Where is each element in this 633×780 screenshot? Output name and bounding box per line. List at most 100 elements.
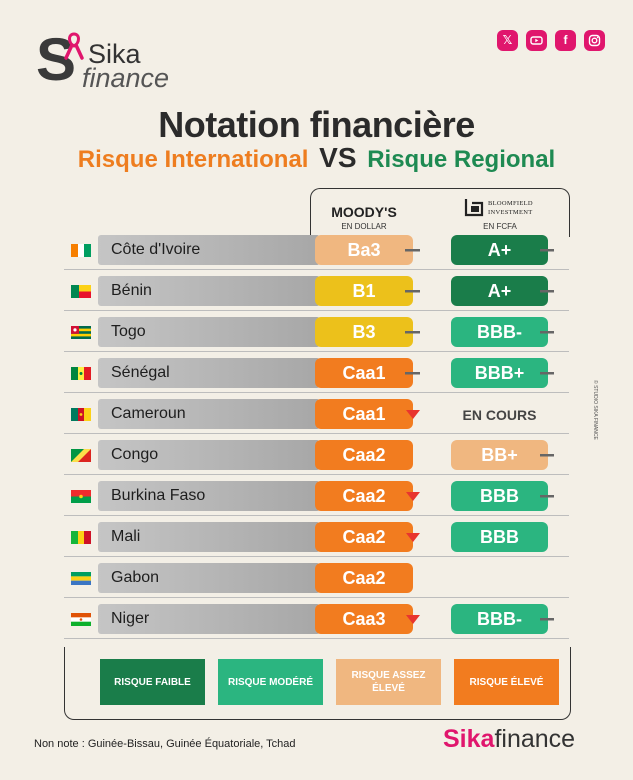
country-name-senegal: Sénégal — [111, 364, 170, 381]
flag-cm-icon — [71, 408, 91, 421]
subtitle-regional: Risque Regional — [367, 146, 556, 173]
country-bar-cameroun — [98, 399, 320, 429]
logo-line1: Sika — [88, 39, 141, 69]
moodys-rating-cote-d-ivoire: Ba3 — [315, 235, 413, 265]
logo-line2: finance — [82, 63, 170, 93]
stable-outlook-icon — [540, 372, 554, 375]
country-bar-togo — [98, 317, 320, 347]
country-name-burkina-faso: Burkina Faso — [111, 487, 206, 504]
flag-ci-icon — [71, 244, 91, 257]
sikafinance-logo: S Sika finance — [36, 30, 206, 93]
bloomfield-rating-togo: BBB- — [451, 317, 548, 347]
moodys-currency: EN DOLLAR — [341, 222, 387, 231]
flag-tg-icon — [71, 326, 91, 339]
bloomfield-rating-mali: BBB — [451, 522, 548, 552]
row-divider — [64, 556, 569, 557]
youtube-icon[interactable] — [526, 30, 547, 51]
row-divider — [64, 269, 569, 270]
bloomfield-rating-burkina-faso: BBB — [451, 481, 548, 511]
country-bar-congo — [98, 440, 320, 470]
row-divider — [64, 638, 569, 639]
footer-logo: Sikafinance — [443, 725, 575, 754]
bloomfield-pending-cameroun: EN COURS — [462, 407, 537, 423]
moodys-rating-benin: B1 — [315, 276, 413, 306]
flag-ga-icon — [71, 572, 91, 585]
bloomfield-line2: INVESTMENT — [488, 209, 533, 216]
negative-outlook-icon — [406, 615, 420, 624]
bloomfield-rating-benin: A+ — [451, 276, 548, 306]
country-name-niger: Niger — [111, 610, 150, 627]
footnote: Non note : Guinée-Bissau, Guinée Équator… — [34, 738, 296, 750]
bloomfield-rating-congo: BB+ — [451, 440, 548, 470]
moodys-rating-togo: B3 — [315, 317, 413, 347]
country-name-cameroun: Cameroun — [111, 405, 186, 422]
stable-outlook-icon — [405, 331, 420, 334]
legend-risque-eleve: RISQUE ÉLEVÉ — [454, 659, 559, 705]
page-title: Notation financière — [158, 104, 475, 145]
stable-outlook-icon — [540, 331, 554, 334]
legend-risque-modere: RISQUE MODÉRÉ — [218, 659, 323, 705]
country-name-mali: Mali — [111, 528, 141, 545]
moodys-rating-senegal: Caa1 — [315, 358, 413, 388]
legend-risque-assez-eleve: RISQUE ASSEZ ÉLEVÉ — [336, 659, 441, 705]
stable-outlook-icon — [405, 249, 420, 252]
bloomfield-rating-niger: BBB- — [451, 604, 548, 634]
facebook-icon[interactable]: f — [555, 30, 576, 51]
row-divider — [64, 310, 569, 311]
stable-outlook-icon — [540, 249, 554, 252]
row-divider — [64, 597, 569, 598]
moodys-rating-congo: Caa2 — [315, 440, 413, 470]
negative-outlook-icon — [406, 410, 420, 419]
moodys-rating-niger: Caa3 — [315, 604, 413, 634]
country-bar-burkina-faso — [98, 481, 320, 511]
flag-bf-icon — [71, 490, 91, 503]
legend-bracket — [64, 647, 571, 720]
row-divider — [64, 351, 569, 352]
footer-logo-finance: finance — [494, 725, 576, 753]
flag-ne-icon — [71, 613, 91, 626]
moodys-rating-mali: Caa2 — [315, 522, 413, 552]
negative-outlook-icon — [406, 492, 420, 501]
country-bar-mali — [98, 522, 320, 552]
stable-outlook-icon — [540, 495, 554, 498]
bloomfield-logo: BLOOMFIELD INVESTMENT — [456, 196, 566, 222]
row-divider — [64, 433, 569, 434]
stable-outlook-icon — [540, 454, 554, 457]
flag-bj-icon — [71, 285, 91, 298]
stable-outlook-icon — [540, 290, 554, 293]
negative-outlook-icon — [406, 533, 420, 542]
country-bar-gabon — [98, 563, 320, 593]
legend-risque-faible: RISQUE FAIBLE — [100, 659, 205, 705]
row-divider — [64, 392, 569, 393]
moodys-rating-cameroun: Caa1 — [315, 399, 413, 429]
flag-sn-icon — [71, 367, 91, 380]
header-bracket — [310, 188, 570, 237]
flag-cg-icon — [71, 449, 91, 462]
country-bar-senegal — [98, 358, 320, 388]
stable-outlook-icon — [540, 618, 554, 621]
country-name-cote-d-ivoire: Côte d'Ivoire — [111, 241, 201, 258]
country-name-congo: Congo — [111, 446, 159, 463]
bloomfield-mark-icon — [464, 199, 484, 217]
bloomfield-rating-cote-d-ivoire: A+ — [451, 235, 548, 265]
bloomfield-currency: EN FCFA — [483, 222, 517, 231]
stable-outlook-icon — [405, 372, 420, 375]
country-bar-cote-d-ivoire — [98, 235, 320, 265]
country-bar-benin — [98, 276, 320, 306]
x-icon[interactable]: 𝕏 — [497, 30, 518, 51]
bloomfield-rating-senegal: BBB+ — [451, 358, 548, 388]
instagram-icon[interactable] — [584, 30, 605, 51]
moodys-rating-burkina-faso: Caa2 — [315, 481, 413, 511]
country-name-gabon: Gabon — [111, 569, 160, 586]
moodys-rating-gabon: Caa2 — [315, 563, 413, 593]
footer-logo-sika: Sika — [443, 725, 495, 753]
subtitle-international: Risque International — [77, 146, 309, 173]
country-bar-niger — [98, 604, 320, 634]
pink-ribbon-icon — [64, 32, 84, 60]
subtitle-vs: VS — [319, 142, 357, 173]
bloomfield-line1: BLOOMFIELD — [488, 200, 533, 207]
row-divider — [64, 515, 569, 516]
page-subtitle: Risque International VS Risque Regional — [0, 142, 633, 174]
moodys-header: MOODY'S — [331, 204, 397, 220]
side-credit: © STUDIO SIKA FINANCE — [592, 380, 598, 440]
